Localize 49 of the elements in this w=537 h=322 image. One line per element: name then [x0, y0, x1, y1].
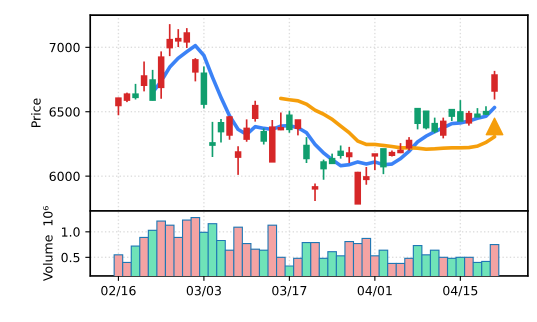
y-axis-title: Price [31, 98, 41, 128]
candlestick [252, 100, 258, 122]
candlestick [440, 116, 447, 140]
y-tick-label: 6500 [50, 107, 80, 117]
candlestick [184, 27, 190, 49]
candlestick [491, 70, 498, 100]
y-tick-label: 6000 [50, 172, 80, 182]
candlestick [166, 23, 173, 57]
candlestick [115, 96, 122, 116]
candlestick [372, 153, 378, 171]
candlestick [192, 57, 199, 82]
candlestick [234, 145, 242, 176]
candlestick [124, 92, 130, 103]
y-axis-title: Volume 10⁶ [42, 206, 53, 282]
candlestick [294, 119, 302, 136]
x-tick-label: 03/17 [272, 286, 306, 296]
candlestick [397, 142, 404, 154]
candlestick [346, 146, 352, 164]
candlestick [303, 136, 310, 164]
candlestick [422, 110, 430, 130]
candlestick [149, 69, 156, 102]
candlestick [243, 118, 250, 143]
candlestick [363, 166, 370, 186]
candlestick [320, 158, 327, 181]
candlestick [457, 99, 464, 122]
x-tick-label: 04/01 [358, 286, 392, 296]
y-tick-label: 7000 [50, 42, 80, 52]
x-tick-label: 04/15 [443, 286, 478, 296]
x-tick-label: 03/03 [186, 286, 221, 296]
candlestick [337, 144, 344, 160]
y-tick-label: 0.5 [61, 252, 80, 262]
x-tick-label: 02/16 [101, 286, 136, 296]
candlestick [380, 148, 387, 175]
candlestick [278, 112, 284, 132]
candlestick [414, 108, 421, 130]
candlestick [448, 108, 456, 122]
candlestick [286, 110, 293, 134]
candlestick [260, 128, 267, 146]
candlestick [175, 28, 182, 48]
candlestick [140, 60, 148, 92]
candlestick [312, 182, 318, 202]
candlestick [466, 110, 472, 126]
candlestick [226, 115, 233, 141]
candlestick [132, 83, 139, 100]
candlestick [209, 121, 216, 158]
candlestick [218, 118, 224, 144]
candlestick [406, 136, 412, 152]
y-tick-label: 1.0 [62, 227, 80, 237]
candlestick [431, 116, 438, 134]
